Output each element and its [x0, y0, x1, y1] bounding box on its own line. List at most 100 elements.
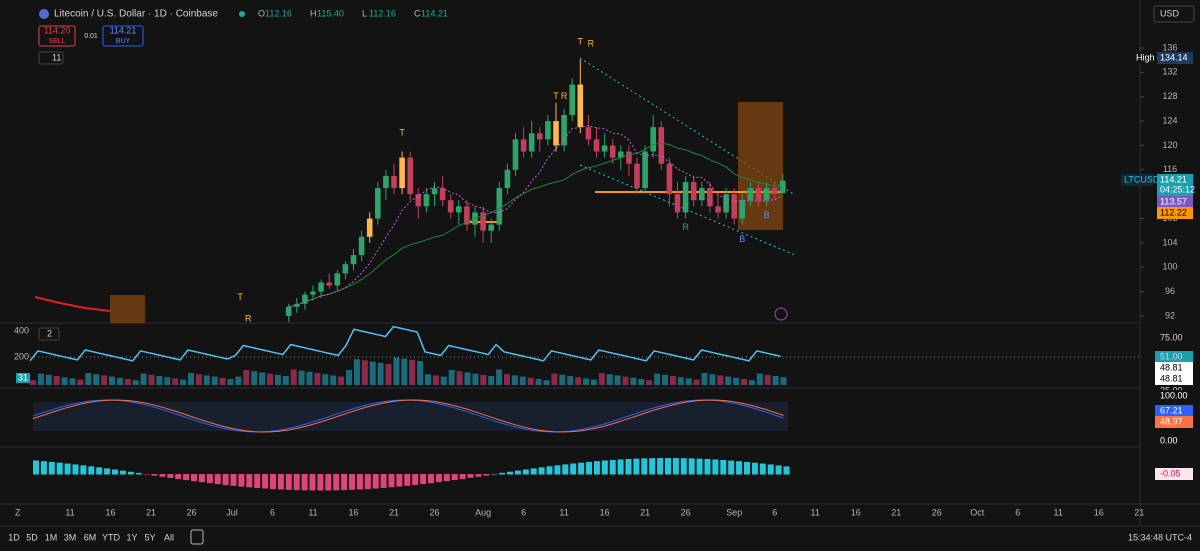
macd-bar — [649, 458, 656, 475]
range-button[interactable]: 5D — [26, 532, 38, 542]
volume-bar — [322, 374, 329, 385]
volume-bar — [511, 375, 518, 385]
time-tick-label: 11 — [811, 507, 820, 517]
volume-bar — [30, 380, 36, 385]
macd-bar — [775, 465, 782, 475]
range-button[interactable]: 1M — [45, 532, 58, 542]
candle-body — [366, 218, 373, 237]
range-button[interactable]: All — [164, 532, 174, 542]
volume-bar — [101, 375, 108, 385]
candle-body — [755, 188, 762, 201]
range-button[interactable]: 3M — [64, 532, 77, 542]
indicator-count: 11 — [52, 52, 61, 62]
macd-bar — [625, 458, 632, 475]
macd-bar — [270, 474, 276, 490]
ohlc-label: H — [310, 8, 317, 18]
candle-body — [763, 188, 770, 201]
volume-bar — [614, 375, 621, 385]
candle-body — [391, 175, 397, 189]
time-tick-label: 16 — [105, 507, 115, 517]
macd-bar — [167, 474, 174, 478]
time-tick-label: 6 — [772, 507, 777, 517]
volume-bar — [527, 377, 534, 385]
panel2-badge-bg — [1155, 362, 1193, 374]
range-button[interactable]: 5Y — [144, 532, 155, 542]
candle-body — [601, 145, 608, 152]
macd-bar — [751, 462, 758, 475]
macd-bar — [593, 461, 600, 475]
macd-bar — [744, 461, 750, 475]
volume-bar — [203, 375, 210, 385]
volume-bar — [654, 373, 661, 385]
macd-bar — [238, 474, 245, 487]
volume-tick-label: 200 — [14, 351, 29, 361]
range-button[interactable]: 6M — [84, 532, 97, 542]
macd-bar — [48, 461, 55, 475]
time-tick-label: 21 — [640, 507, 650, 517]
indicator-line — [34, 296, 111, 312]
sell-button[interactable] — [38, 25, 76, 47]
macd-bar — [396, 474, 403, 487]
candle-body — [585, 127, 592, 140]
indicator-toggle[interactable] — [38, 51, 64, 65]
volume-bar — [314, 373, 321, 385]
calendar-icon[interactable] — [190, 529, 204, 545]
volume-bar — [432, 375, 439, 385]
time-tick-label: 26 — [932, 507, 942, 517]
volume-bar — [180, 379, 187, 385]
macd-bar — [420, 474, 427, 485]
macd-bar — [767, 464, 774, 475]
price-tick-label: 104 — [1162, 237, 1177, 247]
range-button[interactable]: 1Y — [126, 532, 137, 542]
spread: 0.01 — [84, 33, 98, 40]
volume-bar — [780, 377, 787, 385]
time-tick-label: 6 — [270, 507, 275, 517]
volume-bar — [662, 374, 668, 385]
macd-bar — [262, 474, 269, 489]
candle-body — [456, 206, 462, 213]
volume-bar — [535, 379, 542, 385]
macd-bar — [285, 474, 292, 490]
macd-bar — [364, 474, 371, 490]
panel3-badge-bg — [1155, 405, 1193, 417]
volume-bar — [274, 374, 281, 385]
candle-body — [707, 188, 713, 207]
macd-bar — [514, 470, 521, 475]
macd-bar — [191, 474, 197, 482]
candle-body — [383, 175, 389, 189]
candle-body — [715, 206, 721, 213]
countdown-bg — [1157, 184, 1193, 196]
volume-bar — [172, 378, 179, 385]
volume-bar — [330, 375, 337, 385]
buy-button[interactable] — [102, 25, 144, 47]
volume-bar — [504, 374, 510, 385]
volume-bar — [346, 370, 352, 385]
macd-bar — [522, 469, 529, 475]
volume-bar — [259, 372, 266, 385]
volume-bar — [401, 358, 408, 385]
macd-bar — [309, 474, 316, 491]
volume-bar — [251, 371, 258, 385]
range-button[interactable]: YTD — [102, 532, 121, 542]
currency-select[interactable] — [1153, 5, 1195, 23]
time-tick-label: 26 — [186, 507, 196, 517]
macd-bar — [759, 463, 766, 475]
time-tick-label: 26 — [429, 507, 439, 517]
price-tick-label: 100 — [1162, 262, 1177, 272]
macd-bar — [349, 474, 355, 490]
volume-bar — [298, 370, 305, 385]
macd-bar — [475, 474, 482, 477]
candle-body — [618, 151, 624, 158]
currency: USD — [1160, 8, 1180, 18]
volume-bar — [188, 373, 194, 385]
panel3-value: 67.21 — [1160, 405, 1183, 415]
range-button[interactable]: 1D — [8, 532, 20, 542]
volume-bar — [37, 373, 44, 385]
macd-bar — [246, 474, 253, 488]
volume-bar — [685, 378, 692, 385]
candle-body — [285, 306, 292, 316]
volume-bar — [377, 362, 384, 385]
volume-bar — [211, 376, 218, 385]
candle-body — [642, 151, 648, 189]
signal-marker: R — [682, 222, 689, 232]
